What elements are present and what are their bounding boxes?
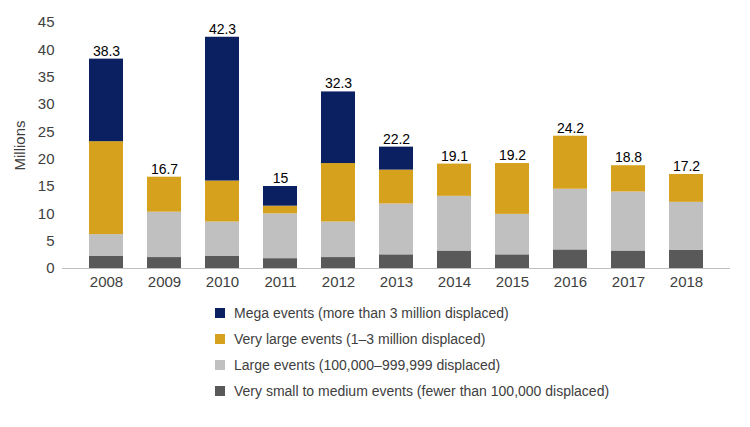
svg-text:45: 45: [38, 13, 55, 30]
svg-text:2011: 2011: [264, 273, 296, 290]
svg-text:18.8: 18.8: [615, 149, 642, 165]
svg-text:19.1: 19.1: [441, 148, 468, 164]
svg-text:25: 25: [38, 123, 55, 140]
svg-text:20: 20: [38, 150, 55, 167]
svg-text:2010: 2010: [206, 273, 239, 290]
svg-text:2014: 2014: [438, 273, 471, 290]
svg-text:2009: 2009: [148, 273, 181, 290]
svg-text:10: 10: [38, 205, 55, 222]
svg-text:35: 35: [38, 68, 55, 85]
svg-text:5: 5: [46, 232, 54, 249]
svg-text:17.2: 17.2: [673, 158, 700, 174]
svg-text:42.3: 42.3: [209, 21, 236, 37]
svg-text:Millions: Millions: [11, 120, 28, 170]
svg-text:40: 40: [38, 41, 55, 58]
html-text:Mega events (more than 3 milli: Mega events (more than 3 million displac…: [234, 305, 509, 321]
html-text:Very small to medium events (f: Very small to medium events (fewer than …: [234, 383, 610, 399]
svg-text:24.2: 24.2: [557, 120, 584, 136]
svg-text:2018: 2018: [670, 273, 703, 290]
svg-text:30: 30: [38, 95, 55, 112]
svg-text:16.7: 16.7: [151, 161, 178, 177]
svg-text:32.3: 32.3: [325, 75, 352, 91]
html-text:Large events (100,000–999,999: Large events (100,000–999,999 displaced): [234, 357, 501, 373]
svg-text:0: 0: [46, 259, 54, 276]
svg-text:15: 15: [273, 170, 289, 186]
svg-text:2008: 2008: [90, 273, 123, 290]
svg-text:15: 15: [38, 177, 55, 194]
svg-text:22.2: 22.2: [383, 131, 410, 147]
svg-text:2013: 2013: [380, 273, 413, 290]
svg-text:2016: 2016: [554, 273, 587, 290]
svg-text:2015: 2015: [496, 273, 529, 290]
svg-text:38.3: 38.3: [93, 43, 120, 59]
svg-text:19.2: 19.2: [499, 147, 526, 163]
svg-text:2017: 2017: [612, 273, 645, 290]
html-text:Very large events (1–3 million: Very large events (1–3 million displaced…: [234, 331, 486, 347]
svg-text:2012: 2012: [322, 273, 355, 290]
